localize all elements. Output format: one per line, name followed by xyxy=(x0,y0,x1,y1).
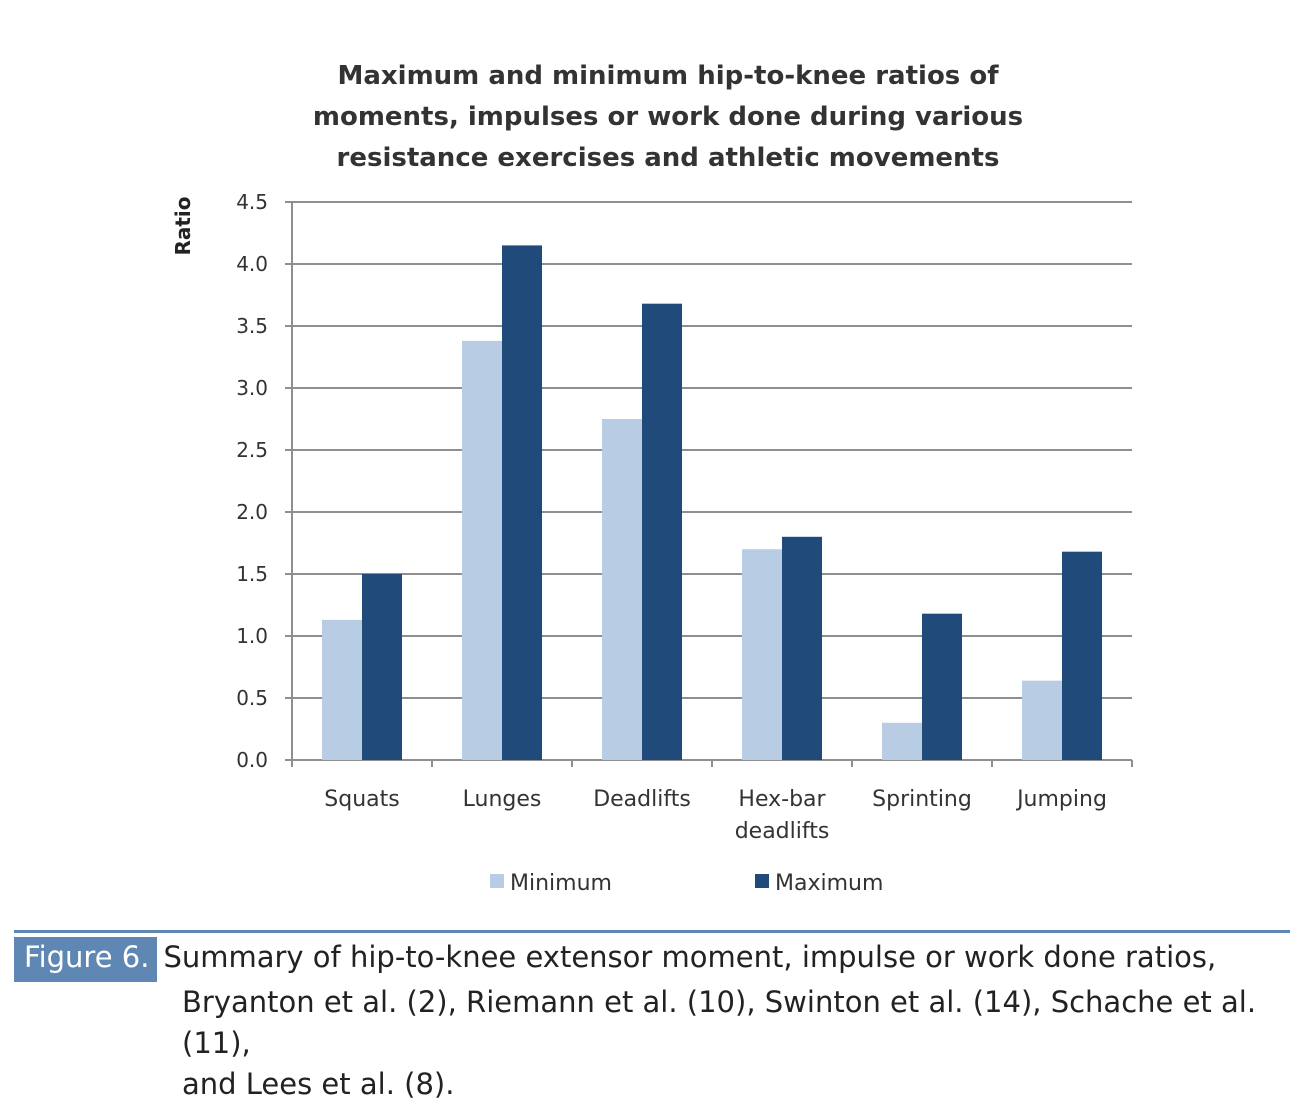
y-tick-label: 0.0 xyxy=(236,748,268,772)
legend: Minimum Maximum xyxy=(490,871,883,896)
x-tick-label: deadlifts xyxy=(735,819,830,844)
chart-title: Maximum and minimum hip-to-knee ratios o… xyxy=(313,61,1023,173)
bar-maximum-hex-bar-deadlifts xyxy=(782,536,822,760)
y-tick-labels: 0.0 0.5 1.0 1.5 2.0 2.5 3.0 3.5 4.0 4.5 xyxy=(236,190,268,772)
y-tick-label: 3.0 xyxy=(236,376,268,400)
figure-caption: Figure 6. Summary of hip-to-knee extensor… xyxy=(14,930,1290,1105)
x-tick-label: Hex-bar xyxy=(738,787,826,812)
bar-maximum-squats xyxy=(362,574,402,760)
x-tick-label: Deadlifts xyxy=(593,787,691,812)
y-tick-label: 1.0 xyxy=(236,624,268,648)
figure-label: Figure 6. xyxy=(14,937,158,982)
y-tick-label: 1.5 xyxy=(236,562,268,586)
bar-maximum-jumping xyxy=(1062,551,1102,760)
bar-maximum-sprinting xyxy=(922,613,962,760)
legend-label-maximum: Maximum xyxy=(775,871,883,896)
x-tick-label: Squats xyxy=(324,787,399,812)
bar-minimum-squats xyxy=(322,619,362,760)
y-tick-label: 0.5 xyxy=(236,686,268,710)
x-tick-label: Sprinting xyxy=(872,787,972,812)
bar-minimum-hex-bar-deadlifts xyxy=(742,549,782,760)
caption-line-2: Bryanton et al. (2), Riemann et al. (10)… xyxy=(182,985,1257,1060)
chart-title-line: Maximum and minimum hip-to-knee ratios o… xyxy=(337,61,999,91)
bar-minimum-sprinting xyxy=(882,722,922,760)
caption-line-1: Summary of hip-to-knee extensor moment, … xyxy=(163,940,1217,974)
legend-swatch-maximum xyxy=(755,874,769,888)
legend-label-minimum: Minimum xyxy=(510,871,612,896)
y-tick-label: 2.0 xyxy=(236,500,268,524)
x-tick-label: Lunges xyxy=(463,787,542,812)
caption-line-3: and Lees et al. (8). xyxy=(182,1067,455,1101)
bar-maximum-lunges xyxy=(502,245,542,760)
axes xyxy=(285,201,1133,767)
y-axis-label-text: Ratio xyxy=(171,196,195,255)
bar-minimum-lunges xyxy=(462,340,502,760)
y-tick-label: 2.5 xyxy=(236,438,268,462)
legend-swatch-minimum xyxy=(490,874,504,888)
y-tick-label: 4.5 xyxy=(236,190,268,214)
chart-title-line: moments, impulses or work done during va… xyxy=(313,102,1023,132)
y-tick-label: 3.5 xyxy=(236,314,268,338)
x-tick-label: Jumping xyxy=(1015,787,1107,812)
gridlines xyxy=(292,201,1132,699)
bar-minimum-jumping xyxy=(1022,680,1062,760)
y-axis-label: Ratio xyxy=(171,196,195,255)
bar-maximum-deadlifts xyxy=(642,303,682,760)
y-tick-label: 4.0 xyxy=(236,252,268,276)
x-tick-labels: Squats Lunges Deadlifts Hex-bar deadlifts Spr… xyxy=(324,787,1107,844)
bar-chart: Maximum and minimum hip-to-knee ratios o… xyxy=(171,61,1133,896)
bar-minimum-deadlifts xyxy=(602,419,642,760)
chart-title-line: resistance exercises and athletic moveme… xyxy=(337,143,1000,173)
bars xyxy=(322,245,1102,760)
